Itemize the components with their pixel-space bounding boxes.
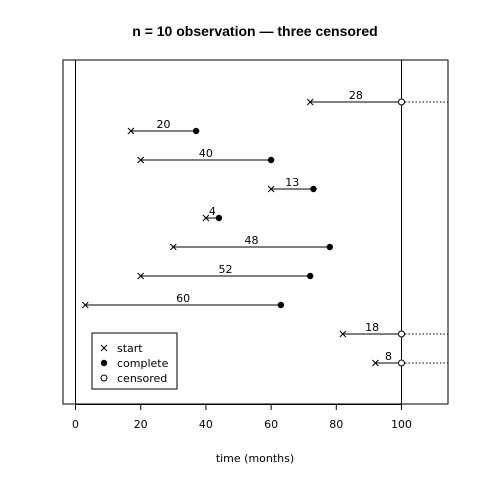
start-marker <box>339 330 347 338</box>
observation-lines: 28 20 40 13 4 48 52 60 18 8 <box>81 89 448 367</box>
observation-row: 8 <box>372 350 448 367</box>
start-marker-stroke-b <box>306 98 314 106</box>
duration-label: 8 <box>385 350 392 363</box>
censored-marker <box>398 330 405 338</box>
observation-row: 28 <box>306 89 448 106</box>
start-marker <box>127 127 135 135</box>
chart-title: n = 10 observation — three censored <box>132 23 377 39</box>
complete-marker <box>326 243 333 251</box>
duration-label: 40 <box>199 147 213 160</box>
complete-marker <box>307 272 314 280</box>
legend-start-marker <box>100 344 108 352</box>
x-axis: 0 20 40 60 80 100 <box>72 404 412 431</box>
observation-row: 18 <box>339 321 448 338</box>
observation-row: 48 <box>169 234 333 251</box>
start-marker-stroke-b <box>169 243 177 251</box>
x-tick-label: 0 <box>72 418 79 431</box>
complete-marker <box>192 127 200 135</box>
x-tick-label: 80 <box>329 418 343 431</box>
complete-marker <box>277 301 285 309</box>
start-marker-stroke-b <box>267 185 275 193</box>
complete-marker <box>215 214 223 222</box>
legend-label: complete <box>117 357 169 370</box>
legend-label: censored <box>117 372 167 385</box>
start-marker-stroke-b <box>137 156 145 164</box>
start-marker <box>202 214 210 222</box>
x-axis-label: time (months) <box>216 452 294 465</box>
duration-label: 48 <box>245 234 259 247</box>
duration-label: 52 <box>218 263 232 276</box>
duration-label: 20 <box>157 118 171 131</box>
legend: start complete censored <box>91 332 178 390</box>
observation-row: 40 <box>137 147 275 164</box>
duration-label: 28 <box>349 89 363 102</box>
duration-label: 13 <box>285 176 299 189</box>
observation-row: 60 <box>81 292 285 309</box>
start-marker-stroke-b <box>81 301 89 309</box>
start-marker <box>372 359 379 367</box>
x-tick-label: 60 <box>264 418 278 431</box>
censored-marker <box>398 359 405 367</box>
start-marker-stroke-b <box>137 272 145 280</box>
start-marker-stroke-b <box>339 330 347 338</box>
legend-label: start <box>117 342 143 355</box>
x-tick-label: 100 <box>391 418 412 431</box>
legend-item-complete: complete <box>100 357 169 370</box>
start-marker-stroke-b <box>202 214 210 222</box>
legend-start-marker-stroke-b <box>100 344 108 352</box>
censored-marker <box>398 98 405 106</box>
duration-label: 60 <box>176 292 190 305</box>
start-marker <box>81 301 89 309</box>
observation-row: 13 <box>267 176 317 193</box>
complete-marker <box>310 185 317 193</box>
start-marker-stroke-b <box>127 127 135 135</box>
start-marker <box>306 98 314 106</box>
duration-label: 4 <box>209 205 216 218</box>
start-marker <box>137 272 145 280</box>
reference-lines <box>75 60 402 404</box>
observation-row: 4 <box>202 205 223 222</box>
start-marker <box>169 243 177 251</box>
complete-marker <box>267 156 275 164</box>
x-tick-label: 20 <box>134 418 148 431</box>
observation-row: 20 <box>127 118 200 135</box>
legend-item-start: start <box>100 342 143 355</box>
observation-row: 52 <box>137 263 314 280</box>
legend-censored-marker <box>100 374 108 382</box>
start-marker <box>267 185 275 193</box>
start-marker-stroke-b <box>372 359 379 367</box>
start-marker <box>137 156 145 164</box>
duration-label: 18 <box>365 321 379 334</box>
x-tick-label: 40 <box>199 418 213 431</box>
legend-item-censored: censored <box>100 372 167 385</box>
legend-complete-marker <box>100 359 108 367</box>
